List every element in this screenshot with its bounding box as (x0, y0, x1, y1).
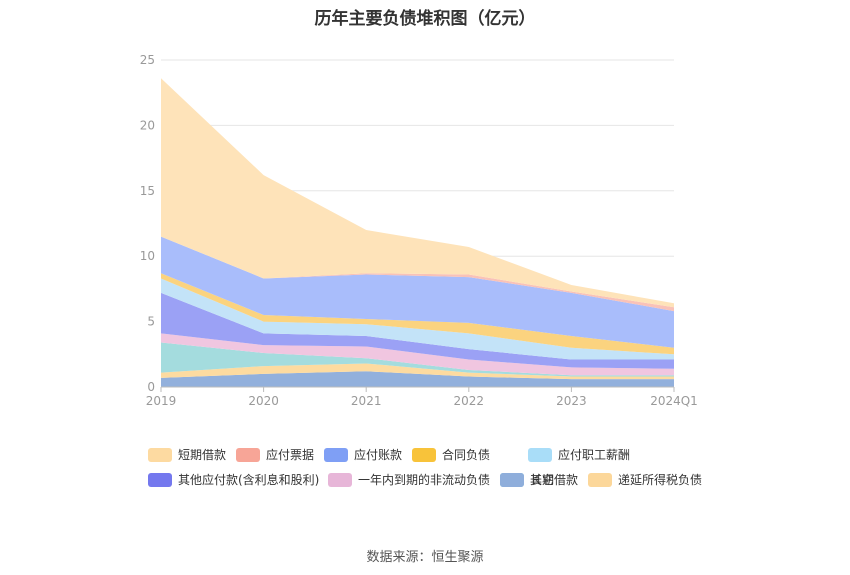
y-tick-label: 0 (147, 380, 155, 394)
legend-item[interactable]: 递延所得税负债 (588, 471, 702, 488)
legend-item[interactable]: 其它 (500, 471, 554, 488)
stacked-area-chart: 0 5 10 15 20 25 2019 2020 2021 2022 2023 2024Q1 (140, 53, 698, 408)
area-series-2[interactable] (161, 342, 674, 377)
x-tick-label: 2021 (351, 394, 382, 408)
legend-label: 应付职工薪酬 (558, 448, 631, 462)
legend-item[interactable]: 应付职工薪酬 (528, 446, 630, 463)
legend-swatch (500, 472, 524, 487)
chart-title: 历年主要负债堆积图（亿元） (314, 9, 536, 29)
legend-label: 应付票据 (266, 448, 315, 462)
legend-swatch (236, 447, 260, 462)
legend-swatch (324, 447, 348, 462)
legend-label: 其它 (530, 473, 555, 487)
x-tick-label: 2023 (556, 394, 587, 408)
legend-item[interactable]: 合同负债 (412, 446, 490, 463)
legend-swatch (588, 472, 612, 487)
area-series-5[interactable] (161, 278, 674, 360)
legend-label: 一年内到期的非流动负债 (358, 473, 491, 487)
y-tick-label: 20 (140, 118, 155, 132)
legend-label: 其他应付款(含利息和股利) (178, 473, 320, 487)
y-tick-label: 25 (140, 53, 155, 67)
legend-item[interactable]: 其他应付款(含利息和股利) (148, 471, 319, 488)
area-series-6[interactable] (161, 273, 674, 355)
y-tick-label: 10 (140, 249, 155, 263)
area-series (161, 78, 674, 387)
legend-swatch (148, 472, 172, 487)
legend-label: 短期借款 (178, 448, 227, 462)
legend-swatch (528, 447, 552, 462)
legend-label: 长期借款 (530, 473, 579, 487)
area-series-4[interactable] (161, 292, 674, 369)
area-series-8[interactable] (161, 236, 674, 312)
x-tick-label: 2022 (454, 394, 485, 408)
y-tick-label: 5 (147, 315, 155, 329)
legend-label: 合同负债 (442, 448, 491, 462)
area-series-0[interactable] (161, 371, 674, 387)
area-series-7[interactable] (161, 236, 674, 348)
area-series-3[interactable] (161, 333, 674, 376)
x-tick-label: 2024Q1 (650, 394, 698, 408)
legend-item[interactable]: 一年内到期的非流动负债 (328, 471, 490, 488)
area-series-9[interactable] (161, 78, 674, 308)
legend-item[interactable]: 应付票据 (236, 446, 314, 463)
y-tick-label: 15 (140, 184, 155, 198)
legend-item[interactable]: 应付账款 (324, 446, 402, 463)
legend-swatch (328, 472, 352, 487)
legend-item[interactable]: 短期借款 (148, 446, 226, 463)
x-tick-label: 2019 (146, 394, 177, 408)
data-source-label: 数据来源：恒生聚源 (366, 550, 484, 565)
legend-label: 递延所得税负债 (618, 473, 703, 487)
x-tick-label: 2020 (248, 394, 279, 408)
legend-swatch (148, 447, 172, 462)
area-series-1[interactable] (161, 363, 674, 380)
axes: 0 5 10 15 20 25 2019 2020 2021 2022 2023 2024Q1 (140, 53, 698, 408)
legend-label: 应付账款 (354, 448, 403, 462)
legend-swatch (412, 447, 436, 462)
